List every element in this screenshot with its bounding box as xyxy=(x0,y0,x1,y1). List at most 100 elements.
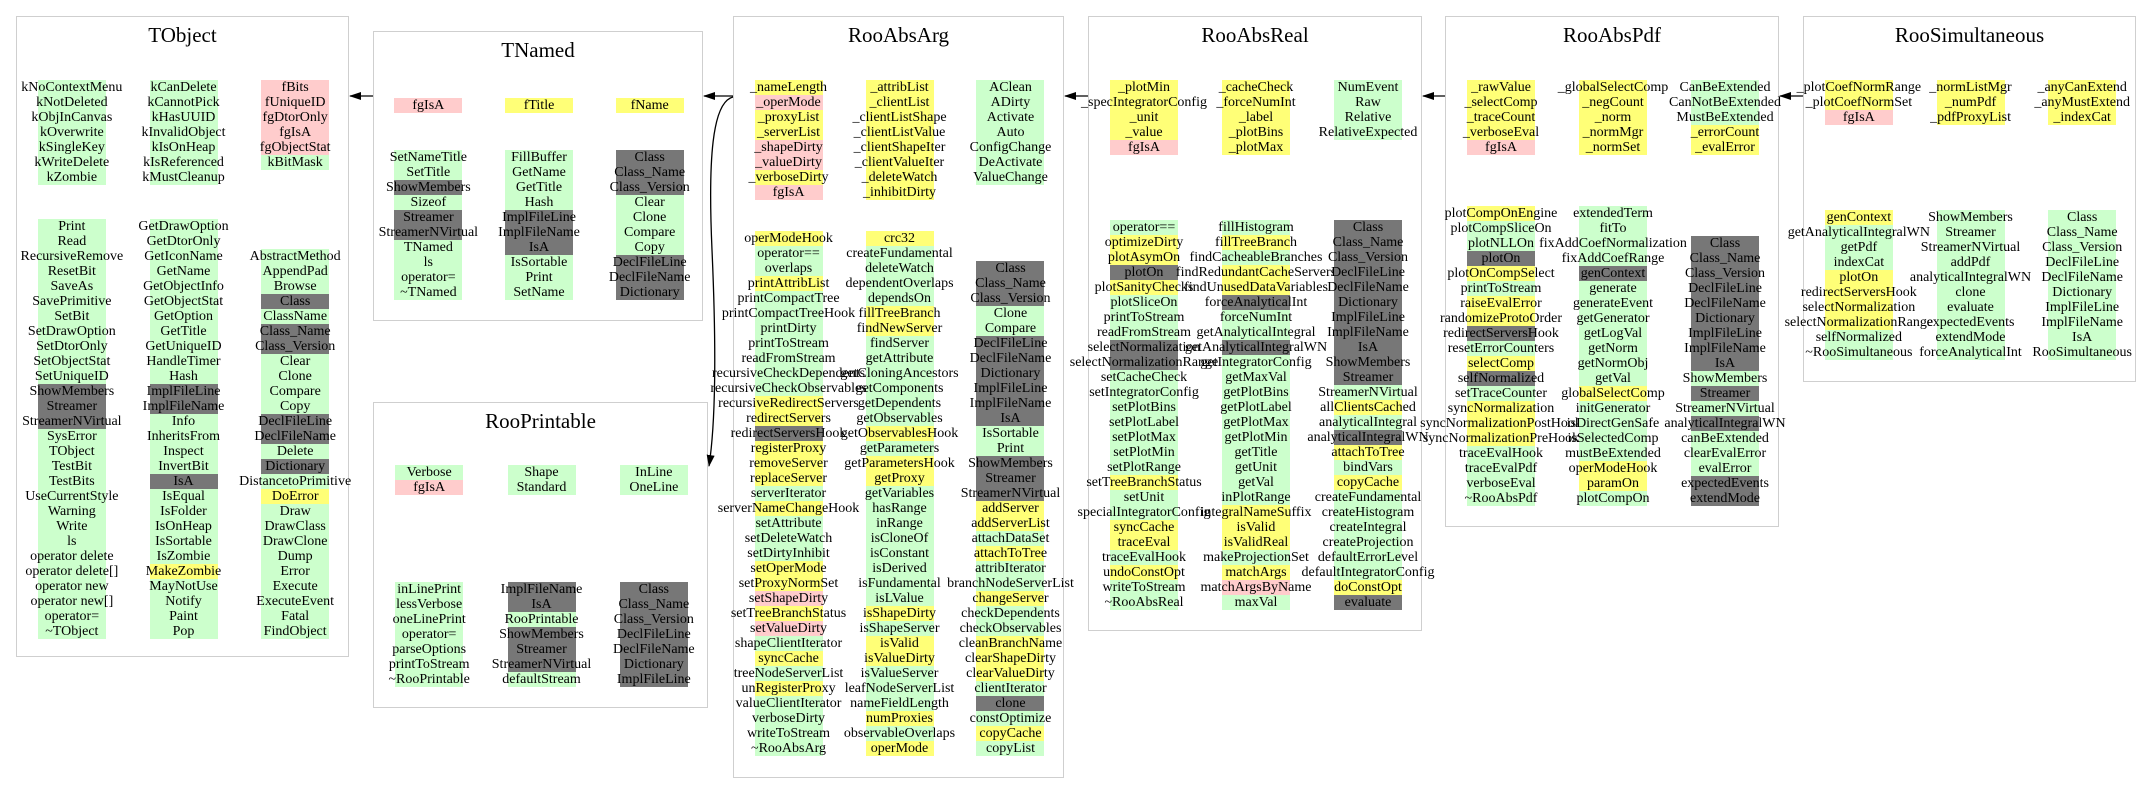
method-item[interactable]: getNorm xyxy=(1579,341,1647,356)
method-item[interactable]: isValueDirty xyxy=(864,651,935,666)
method-item[interactable]: GetName xyxy=(505,165,573,180)
member-item[interactable]: _clientShapeIter xyxy=(854,140,945,155)
method-item[interactable]: operator delete xyxy=(30,549,114,564)
method-item[interactable]: TestBits xyxy=(37,474,106,489)
method-item[interactable]: setPlotMin xyxy=(1110,445,1178,460)
member-item[interactable]: fgObjectStat xyxy=(260,140,331,155)
member-item[interactable]: ADirty xyxy=(976,95,1045,110)
method-item[interactable]: Class_Name xyxy=(1690,251,1760,266)
method-item[interactable]: clientIterator xyxy=(974,681,1047,696)
member-item[interactable]: _specIntegratorConfig xyxy=(1081,95,1207,110)
method-item[interactable]: operator delete[] xyxy=(25,564,118,579)
method-item[interactable]: leafNodeServerList xyxy=(845,681,954,696)
method-item[interactable]: defaultErrorLevel xyxy=(1318,550,1418,565)
method-item[interactable]: selectNormalization xyxy=(1088,340,1200,355)
method-item[interactable]: SavePrimitive xyxy=(32,294,112,309)
method-item[interactable]: doConstOpt xyxy=(1334,580,1402,595)
method-item[interactable]: findServer xyxy=(865,336,934,351)
member-item[interactable]: _verboseDirty xyxy=(748,170,829,185)
method-item[interactable]: Notify xyxy=(149,594,218,609)
member-item[interactable]: Shape xyxy=(507,465,576,480)
method-item[interactable]: redirectServersHook xyxy=(731,426,846,441)
method-item[interactable]: Streamer xyxy=(1334,370,1402,385)
method-item[interactable]: ShowMembers xyxy=(499,627,584,642)
method-item[interactable]: bindVars xyxy=(1334,460,1402,475)
method-item[interactable]: printAttribList xyxy=(748,276,829,291)
method-item[interactable]: GetName xyxy=(149,264,218,279)
method-item[interactable]: defaultStream xyxy=(502,672,581,687)
method-item[interactable]: Clear xyxy=(261,354,330,369)
method-item[interactable]: findNewServer xyxy=(857,321,942,336)
method-item[interactable]: SetName xyxy=(505,285,573,300)
method-item[interactable]: selectNormalization xyxy=(1802,300,1915,315)
method-item[interactable]: selectNormalizationRange xyxy=(1785,315,1933,330)
method-item[interactable]: AbstractMethod xyxy=(250,249,341,264)
method-item[interactable]: setPlotRange xyxy=(1107,460,1181,475)
method-item[interactable]: getVariables xyxy=(865,486,934,501)
member-item[interactable]: _plotMax xyxy=(1222,140,1290,155)
method-item[interactable]: Print xyxy=(37,219,106,234)
method-item[interactable]: isValueServer xyxy=(861,666,938,681)
method-item[interactable]: inRange xyxy=(865,516,934,531)
method-item[interactable]: getPlotMax xyxy=(1222,415,1290,430)
method-item[interactable]: plotOn xyxy=(1467,251,1535,266)
method-item[interactable]: addServer xyxy=(976,501,1045,516)
method-item[interactable]: StreamerNVirtual xyxy=(379,225,478,240)
member-item[interactable]: _plotCoefNormRange xyxy=(1797,80,1921,95)
method-item[interactable]: Compare xyxy=(615,225,684,240)
method-item[interactable]: isCloneOf xyxy=(865,531,934,546)
method-item[interactable]: IsA xyxy=(1334,340,1402,355)
method-item[interactable]: hasRange xyxy=(865,501,934,516)
member-item[interactable]: _globalSelectComp xyxy=(1558,80,1668,95)
method-item[interactable]: Class_Version xyxy=(2042,240,2122,255)
method-item[interactable]: matchArgsByName xyxy=(1201,580,1311,595)
method-item[interactable]: SetNameTitle xyxy=(390,150,467,165)
method-item[interactable]: DeclFileLine xyxy=(974,336,1047,351)
method-item[interactable]: isValid xyxy=(865,636,934,651)
method-item[interactable]: InvertBit xyxy=(149,459,218,474)
method-item[interactable]: IsSortable xyxy=(976,426,1045,441)
method-item[interactable]: fillTreeBranch xyxy=(1215,235,1297,250)
method-item[interactable]: Execute xyxy=(261,579,330,594)
member-item[interactable]: _errorCount xyxy=(1691,125,1759,140)
member-item[interactable]: _clientListShape xyxy=(852,110,947,125)
method-item[interactable]: operator= xyxy=(37,609,106,624)
method-item[interactable]: serverIterator xyxy=(751,486,826,501)
method-item[interactable]: IsEqual xyxy=(149,489,218,504)
method-item[interactable]: Dictionary xyxy=(1691,311,1759,326)
method-item[interactable]: plotOn xyxy=(1824,270,1893,285)
method-item[interactable]: Streamer xyxy=(37,399,106,414)
method-item[interactable]: setAttribute xyxy=(754,516,823,531)
method-item[interactable]: ~RooSimultaneous xyxy=(1805,345,1912,360)
method-item[interactable]: clearShapeDirty xyxy=(965,651,1056,666)
member-item[interactable]: fgIsA xyxy=(1110,140,1178,155)
method-item[interactable]: deleteWatch xyxy=(865,261,934,276)
method-item[interactable]: registerProxy xyxy=(751,441,826,456)
method-item[interactable]: setProxyNormSet xyxy=(739,576,838,591)
method-item[interactable]: StreamerNVirtual xyxy=(1318,385,1418,400)
method-item[interactable]: Class xyxy=(615,150,684,165)
member-item[interactable]: kIsReferenced xyxy=(143,155,224,170)
method-item[interactable]: plotSliceOn xyxy=(1110,295,1178,310)
method-item[interactable]: paramOn xyxy=(1579,476,1647,491)
method-item[interactable]: getUnit xyxy=(1222,460,1290,475)
method-item[interactable]: getIntegratorConfig xyxy=(1200,355,1312,370)
member-item[interactable]: _normListMgr xyxy=(1929,80,2012,95)
method-item[interactable]: ~TNamed xyxy=(394,285,463,300)
method-item[interactable]: Dictionary xyxy=(615,285,684,300)
method-item[interactable]: verboseDirty xyxy=(752,711,825,726)
member-item[interactable]: _clientList xyxy=(865,95,934,110)
method-item[interactable]: ImplFileLine xyxy=(1331,310,1405,325)
member-item[interactable]: kOverwrite xyxy=(37,125,106,140)
method-item[interactable]: Class_Name xyxy=(614,165,685,180)
method-item[interactable]: getVal xyxy=(1579,371,1647,386)
method-item[interactable]: setPlotBins xyxy=(1110,400,1178,415)
method-item[interactable]: MayNotUse xyxy=(149,579,218,594)
method-item[interactable]: ImplFileName xyxy=(1327,325,1409,340)
method-item[interactable]: printToStream xyxy=(389,657,470,672)
member-item[interactable]: fgIsA xyxy=(1824,110,1893,125)
method-item[interactable]: evalError xyxy=(1691,461,1759,476)
method-item[interactable]: setTreeBranchStatus xyxy=(1086,475,1202,490)
method-item[interactable]: operModeHook xyxy=(744,231,833,246)
method-item[interactable]: setDeleteWatch xyxy=(745,531,832,546)
